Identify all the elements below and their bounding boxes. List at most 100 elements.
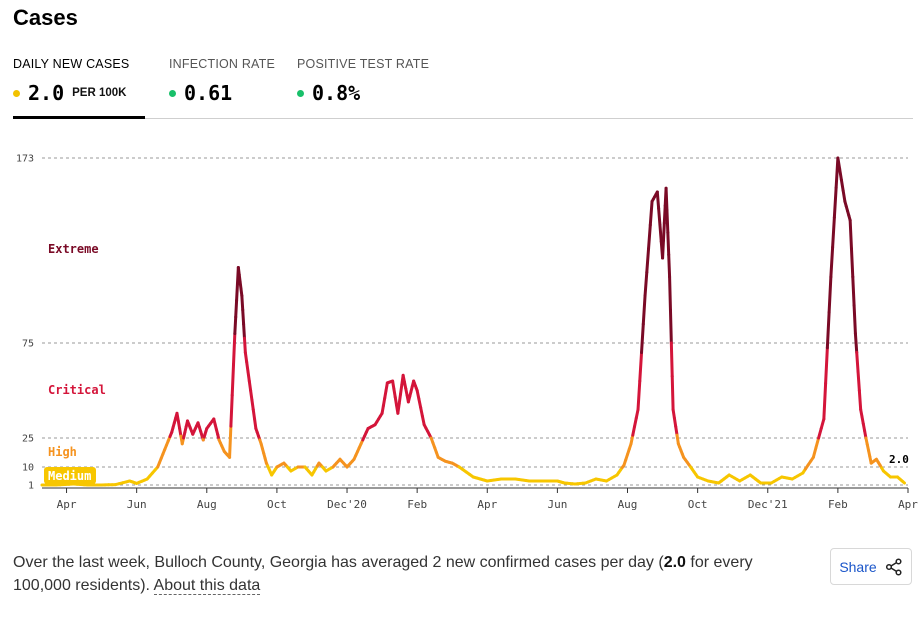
line-segment (641, 294, 647, 326)
tab-value: 0.61 (184, 81, 233, 105)
x-tick-label: Jun (547, 498, 567, 511)
level-label-extreme: Extreme (48, 242, 99, 256)
line-segment (230, 362, 236, 397)
line-segment (851, 275, 856, 307)
green-dot-icon (169, 89, 176, 97)
line-segment (822, 381, 828, 421)
line-segment (661, 239, 665, 260)
line-segment (658, 223, 663, 244)
x-tick-label: Feb (828, 498, 848, 511)
line-segment (852, 303, 857, 336)
share-button[interactable]: Share (830, 548, 912, 585)
line-segment (397, 392, 402, 406)
line-segment (643, 270, 649, 298)
line-segment (819, 417, 826, 430)
line-segment (234, 299, 239, 319)
cases-line (40, 156, 906, 487)
line-segment (665, 208, 670, 235)
line-segment (838, 167, 843, 182)
x-tick-label: Jun (127, 498, 147, 511)
tab-unit: PER 100K (72, 87, 127, 99)
line-segment (246, 370, 251, 383)
line-segment (253, 417, 258, 430)
line-segment (664, 186, 669, 212)
tab-value: 0.8% (312, 81, 361, 105)
line-segment (901, 480, 906, 485)
current-value-label: 2.0 (889, 453, 909, 466)
x-axis: Apr Jun Aug Oct Dec'20 Feb Apr Jun Aug Oct Dec'21 F… (42, 487, 918, 511)
line-segment (817, 427, 823, 440)
line-segment (645, 247, 651, 274)
tab-daily-new-cases[interactable]: DAILY NEW CASES 2.0 PER 100K (13, 57, 145, 119)
x-tick-label: Apr (898, 498, 918, 511)
line-segment (228, 424, 233, 459)
level-label-critical: Critical (48, 383, 106, 397)
annotation: 2.0 (889, 453, 909, 466)
y-tick-label: 173 (16, 154, 34, 165)
x-tick-label: Aug (618, 498, 638, 511)
line-segment (856, 370, 861, 392)
line-segment (827, 275, 833, 314)
line-segment (848, 218, 853, 251)
x-tick-label: Feb (407, 498, 427, 511)
line-segment (825, 310, 831, 350)
x-tick-label: Apr (477, 498, 497, 511)
tab-value: 2.0 (28, 81, 65, 105)
summary-before: Over the last week, Bulloch County, Geor… (13, 554, 664, 571)
line-segment (232, 332, 237, 366)
y-tick-label: 25 (22, 434, 34, 445)
line-segment (648, 199, 654, 227)
level-labels: Extreme Critical High Medium (44, 242, 106, 484)
x-tick-label: Aug (197, 498, 217, 511)
line-segment (396, 402, 401, 415)
tab-positive-test-rate[interactable]: POSITIVE TEST RATE 0.8% (297, 57, 433, 119)
line-segment (640, 322, 645, 354)
about-data-link[interactable]: About this data (153, 577, 261, 595)
line-segment (250, 398, 255, 411)
line-segment (657, 206, 662, 227)
line-segment (229, 393, 234, 428)
yellow-dot-icon (13, 89, 20, 97)
line-segment (668, 308, 673, 345)
line-segment (831, 215, 836, 249)
line-segment (839, 178, 845, 193)
metric-tabs: DAILY NEW CASES 2.0 PER 100K INFECTION R… (13, 57, 913, 119)
line-segment (668, 275, 672, 312)
line-segment (814, 436, 821, 450)
x-tick-label: Dec'21 (748, 498, 788, 511)
share-label: Share (839, 558, 877, 575)
gridlines: 1 10 25 75 173 (16, 154, 908, 492)
line-segment (398, 383, 404, 396)
summary-bold-value: 2.0 (663, 554, 686, 571)
line-segment (811, 446, 818, 459)
line-segment (855, 351, 860, 373)
level-label-medium: Medium (48, 469, 91, 483)
line-segment (661, 221, 666, 243)
summary-after: for every 100,000 residents). (13, 554, 753, 594)
line-segment (249, 389, 254, 402)
tab-label: POSITIVE TEST RATE (297, 57, 430, 71)
line-segment (638, 351, 644, 383)
line-segment (666, 231, 671, 257)
green-dot-icon (297, 89, 304, 97)
line-segment (235, 282, 239, 303)
line-segment (832, 186, 838, 219)
line-segment (670, 374, 675, 411)
line-segment (241, 308, 246, 326)
line-segment (240, 294, 245, 312)
tab-infection-rate[interactable]: INFECTION RATE 0.61 (169, 57, 281, 119)
line-segment (251, 408, 257, 421)
page-title: Cases (13, 5, 78, 30)
line-segment (247, 379, 253, 392)
tab-label: INFECTION RATE (169, 57, 276, 71)
line-segment (242, 336, 247, 354)
line-segment (853, 332, 859, 354)
x-tick-label: Apr (57, 498, 77, 511)
line-segment (669, 341, 674, 378)
line-segment (849, 247, 855, 279)
cases-chart: 1 10 25 75 173 Extreme Critical High Medium Apr… (16, 154, 918, 512)
tab-label: DAILY NEW CASES (13, 57, 130, 71)
line-segment (662, 204, 667, 225)
line-segment (841, 189, 847, 203)
line-segment (245, 360, 250, 373)
